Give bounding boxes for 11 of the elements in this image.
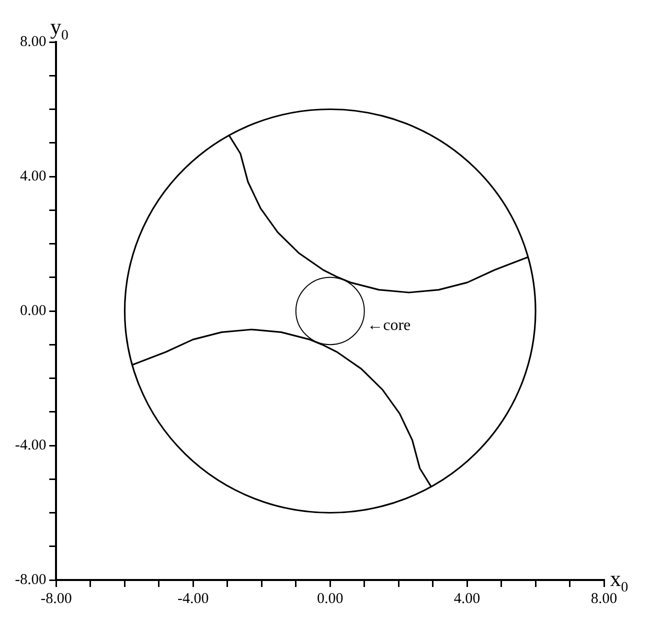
y-tick-label: 4.00	[20, 168, 46, 184]
y-tick-label: 0.00	[20, 302, 46, 319]
x-tick-label: 8.00	[590, 590, 618, 607]
y-tick-label: -4.00	[14, 437, 46, 454]
x-tick-label: -8.00	[40, 590, 72, 607]
y-tick-label: -8.00	[14, 572, 46, 588]
x-tick-label: -4.00	[178, 590, 209, 607]
x-tick-label: 0.00	[317, 590, 344, 607]
y-tick-label: 8.00	[20, 34, 46, 50]
annotation: ←core	[367, 317, 411, 334]
x-tick-label: 4.00	[454, 590, 480, 607]
